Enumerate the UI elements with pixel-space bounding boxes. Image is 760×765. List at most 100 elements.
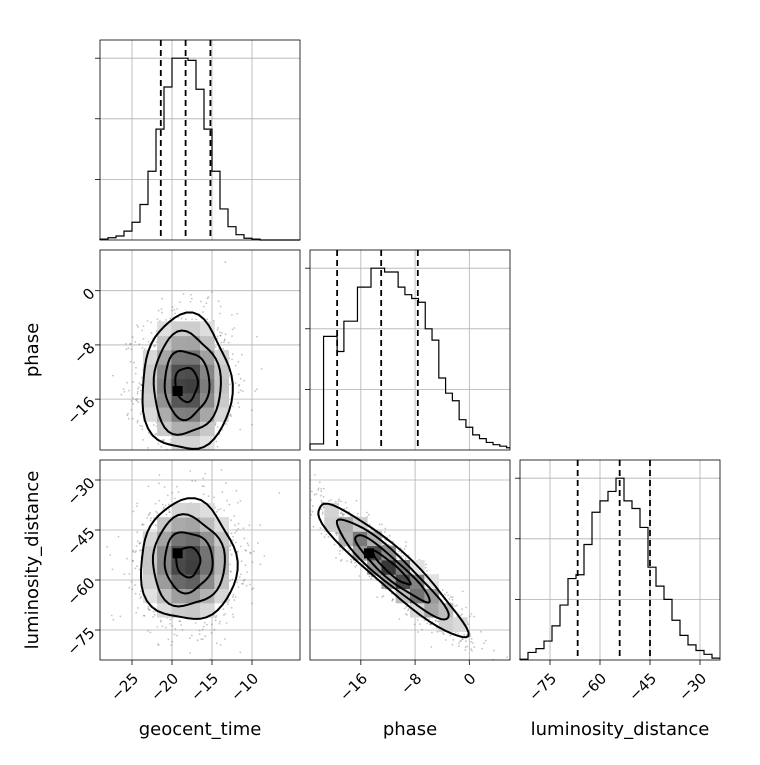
sample-point xyxy=(219,334,222,337)
density-peak xyxy=(172,386,183,397)
sample-point xyxy=(139,424,142,427)
sample-point xyxy=(395,557,398,560)
sample-point xyxy=(168,466,170,468)
sample-point xyxy=(237,373,240,375)
sample-point xyxy=(200,638,203,640)
sample-point xyxy=(292,481,294,483)
sample-point xyxy=(226,499,229,502)
sample-point xyxy=(171,309,174,312)
sample-point xyxy=(138,568,141,571)
sample-point xyxy=(217,508,220,511)
sample-point xyxy=(442,633,445,635)
panel-content xyxy=(100,460,300,660)
sample-point xyxy=(136,421,139,424)
sample-point xyxy=(206,297,209,300)
sample-point xyxy=(163,506,165,509)
sample-point xyxy=(219,644,222,646)
sample-point xyxy=(417,631,419,633)
sample-point xyxy=(147,607,150,610)
sample-point xyxy=(233,599,236,601)
density-cell xyxy=(185,545,201,561)
sample-point xyxy=(136,399,138,402)
sample-point xyxy=(320,499,323,502)
sample-point xyxy=(350,558,352,561)
sample-point xyxy=(237,586,240,588)
x-tick-label: 0 xyxy=(460,670,479,689)
sample-point xyxy=(356,512,359,515)
sample-point xyxy=(404,613,407,615)
histogram-panel-luminosity_distance xyxy=(515,459,721,661)
sample-point xyxy=(335,534,338,536)
sample-point xyxy=(169,471,171,473)
sample-point xyxy=(234,532,236,534)
y-tick-label: −45 xyxy=(63,524,98,559)
sample-point xyxy=(167,638,170,641)
sample-point xyxy=(403,607,406,610)
density-cell xyxy=(438,602,454,618)
sample-point xyxy=(207,486,209,488)
sample-point xyxy=(183,462,185,464)
sample-point xyxy=(158,482,161,485)
sample-point xyxy=(219,331,221,333)
density-cell xyxy=(142,378,158,394)
histogram-step-luminosity_distance xyxy=(519,477,720,660)
sample-point xyxy=(136,392,139,395)
sample-point xyxy=(202,311,205,313)
sample-point xyxy=(135,398,137,401)
sample-point xyxy=(252,587,255,590)
sample-point xyxy=(330,499,332,501)
sample-point xyxy=(111,568,114,571)
density-cell xyxy=(324,517,339,532)
sample-point xyxy=(159,619,162,622)
sample-point xyxy=(139,597,142,600)
density-cell xyxy=(214,545,229,561)
sample-point xyxy=(243,537,246,540)
sample-point xyxy=(292,499,294,501)
sample-point xyxy=(223,509,226,512)
sample-point xyxy=(130,343,132,345)
sample-point xyxy=(305,497,307,499)
sample-point xyxy=(343,513,345,516)
sample-point xyxy=(229,549,232,551)
sample-point xyxy=(270,464,272,466)
sample-point xyxy=(403,547,406,550)
sample-point xyxy=(227,603,229,606)
sample-point xyxy=(213,628,216,631)
sample-point xyxy=(311,505,314,508)
contour-level xyxy=(151,513,226,608)
sample-point xyxy=(132,560,135,562)
density-cell xyxy=(200,502,215,518)
contour-level xyxy=(354,534,431,604)
sample-point xyxy=(297,522,299,524)
sample-point xyxy=(154,344,156,347)
sample-point xyxy=(215,440,218,443)
sample-point xyxy=(139,389,142,392)
sample-point xyxy=(187,454,189,456)
sample-point xyxy=(228,503,231,506)
density-cell xyxy=(200,602,215,618)
sample-point xyxy=(416,619,419,621)
sample-point xyxy=(136,540,139,543)
density-cell xyxy=(157,364,172,379)
sample-point xyxy=(406,613,408,616)
sample-point xyxy=(229,413,232,416)
sample-point xyxy=(461,638,464,640)
sample-point xyxy=(392,540,394,543)
sample-point xyxy=(441,589,444,591)
sample-point xyxy=(206,623,208,626)
sample-point xyxy=(518,669,520,671)
sample-point xyxy=(216,445,219,448)
sample-point xyxy=(137,326,140,328)
sample-point xyxy=(237,360,240,363)
sample-point xyxy=(117,535,120,538)
sample-point xyxy=(465,606,467,609)
sample-point xyxy=(288,508,290,510)
sample-point xyxy=(305,482,307,484)
sample-point xyxy=(354,566,357,568)
sample-point xyxy=(230,415,233,417)
sample-point xyxy=(236,581,239,584)
sample-point xyxy=(168,503,170,506)
density-cell xyxy=(171,531,187,547)
sample-point xyxy=(203,622,206,624)
sample-point xyxy=(263,555,266,557)
